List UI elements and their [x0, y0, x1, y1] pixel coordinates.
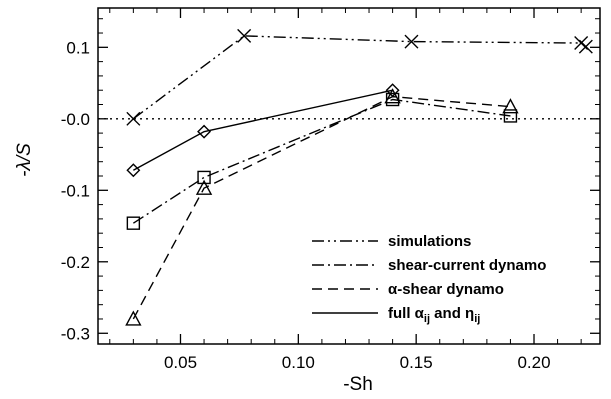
x-tick-label: 0.05: [164, 353, 197, 372]
y-tick-label: 0.1: [66, 38, 90, 57]
y-tick-label: -0.3: [61, 324, 90, 343]
x-tick-label: 0.10: [282, 353, 315, 372]
data-point: [126, 163, 141, 178]
legend-label-0: simulations: [388, 233, 471, 250]
marker-stroke: [237, 28, 252, 43]
marker-stroke: [126, 111, 141, 126]
x-tick-label: 0.20: [517, 353, 550, 372]
data-point: [195, 179, 213, 195]
data-point: [197, 170, 211, 185]
series-line-3: [133, 89, 393, 171]
data-point: [237, 28, 252, 43]
ticks: 0.05 0.10 0.15 0.20 0.1 -0.0 -0.1 -0.2 -0.3: [61, 8, 600, 372]
data-point: [126, 216, 141, 230]
x-tick-label: 0.15: [400, 353, 433, 372]
data-point: [197, 124, 212, 139]
series-line-0: [132, 35, 587, 120]
y-tick-label: -0.2: [61, 253, 90, 272]
legend-label-2: α-shear dynamo: [388, 281, 504, 298]
series-line-2: [132, 95, 511, 320]
y-axis-label: -λ/S: [14, 143, 35, 177]
plot-frame: [97, 7, 601, 345]
data-point: [126, 111, 141, 126]
legend-subscript: ij: [474, 313, 480, 325]
axes: [97, 7, 601, 345]
data-point: [404, 34, 419, 49]
series-line-1: [132, 98, 511, 224]
legend: simulations shear-current dynamo α-shear d…: [312, 233, 546, 325]
legend-label-1: shear-current dynamo: [388, 257, 546, 274]
x-axis-label: -Sh: [343, 374, 373, 395]
data-point: [125, 310, 142, 326]
data-point: [503, 109, 518, 123]
data-point: [502, 98, 519, 114]
marker-stroke: [404, 34, 419, 49]
data-point: [384, 88, 401, 104]
y-tick-label: -0.1: [61, 181, 90, 200]
legend-text-part: and η: [430, 305, 474, 322]
marker-stroke: [578, 39, 593, 54]
legend-subscript: ij: [424, 313, 430, 325]
series: [132, 35, 587, 320]
legend-label-3: full αij and ηij: [388, 305, 480, 325]
data-point: [385, 83, 400, 98]
data-point: [578, 39, 593, 54]
legend-text-part: full α: [388, 305, 425, 322]
markers: [125, 28, 593, 326]
marker-stroke: [574, 36, 589, 51]
y-tick-label: -0.0: [61, 110, 90, 129]
